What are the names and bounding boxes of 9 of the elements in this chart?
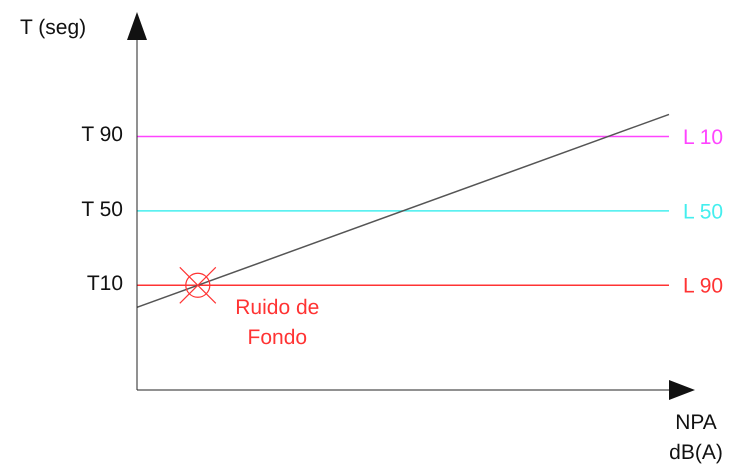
- y-axis-title: T (seg): [20, 16, 86, 40]
- annotation: T10: [86, 272, 123, 296]
- ref-line-label: L 10: [683, 126, 724, 149]
- ref-line-label: L 90: [683, 274, 724, 298]
- x-axis-title: NPA dB(A): [668, 410, 724, 466]
- annotation: T 90: [81, 123, 123, 148]
- annotation: Ruido de Fondo: [234, 295, 320, 352]
- ref-line-label: L 50: [683, 200, 724, 224]
- annotation: T 50: [81, 198, 123, 222]
